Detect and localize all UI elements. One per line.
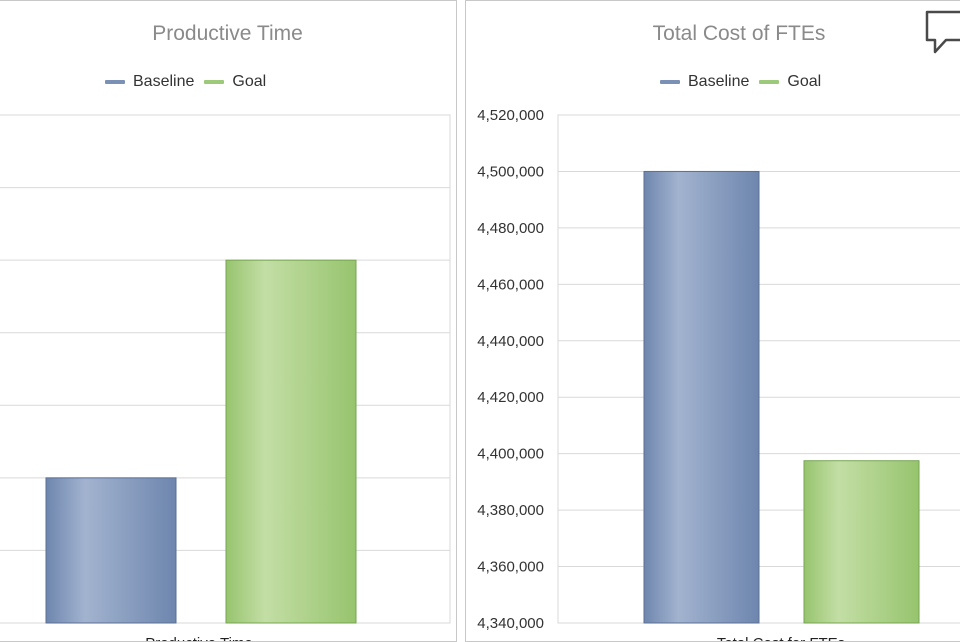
y-tick-label: 4,400,000 [477,446,544,463]
bar-goal [225,259,357,624]
total-cost-plot: 4,340,000 4,360,000 4,380,000 4,400,000 4,42… [477,107,960,642]
y-tick-label: 4,460,000 [477,276,544,293]
bar-goal [803,460,920,624]
y-tick-label: 4,500,000 [477,163,544,180]
comment-button[interactable] [924,8,960,54]
legend-label-baseline: Baseline [688,73,750,90]
chart-title: Productive Time [152,22,303,45]
legend-swatch-baseline [660,80,680,84]
legend-label-goal: Goal [232,73,267,90]
plot-area [0,114,451,624]
legend-item-goal[interactable]: Goal [759,73,821,91]
legend-swatch-goal [204,80,225,84]
y-tick-label: 4,340,000 [477,615,544,632]
legend-item-goal[interactable]: Goal [204,73,266,91]
chart-title: Total Cost of FTEs [652,22,826,45]
x-category-label: Total Cost for FTEs [717,635,845,642]
y-tick-label: 4,480,000 [477,220,544,237]
legend-item-baseline[interactable]: Baseline [105,73,194,91]
y-tick-label: 4,360,000 [477,559,544,576]
productive-time-chart: Productive Time Baseline Goal Productive… [0,0,457,642]
bar-baseline [643,170,760,624]
bar-baseline [45,477,177,624]
chart-legend: Baseline Goal [660,72,831,92]
legend-swatch-goal [759,80,780,84]
y-tick-label: 4,520,000 [477,107,544,124]
legend-label-baseline: Baseline [133,73,195,90]
y-tick-label: 4,440,000 [477,333,544,350]
x-category-label: Productive Time [145,635,253,642]
plot-area [557,114,960,624]
chart-legend: Baseline Goal [105,72,276,92]
legend-item-baseline[interactable]: Baseline [660,73,749,91]
productive-time-plot: Productive Time [0,114,451,642]
legend-swatch-baseline [105,80,125,84]
y-tick-label: 4,380,000 [477,502,544,519]
total-cost-chart: Total Cost of FTEs Baseline Goal 4,340,0… [465,0,960,642]
y-tick-label: 4,420,000 [477,389,544,406]
legend-label-goal: Goal [787,73,822,90]
speech-bubble-icon [925,10,960,54]
